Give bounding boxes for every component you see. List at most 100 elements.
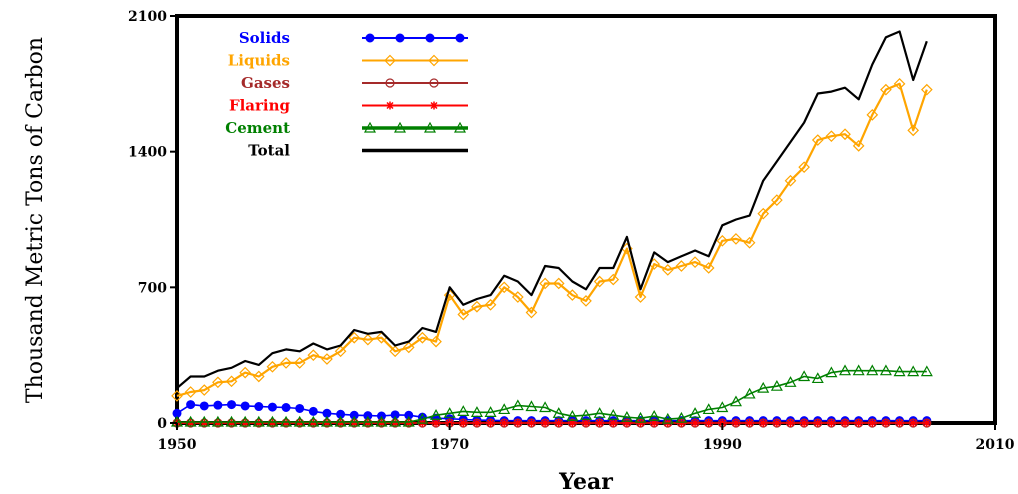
data-point-cement — [689, 407, 702, 418]
data-point-cement — [389, 415, 402, 427]
data-point-flaring — [527, 419, 536, 427]
data-point-liquids — [443, 289, 456, 301]
data-point-cement — [266, 415, 279, 427]
data-point-solids — [295, 403, 305, 413]
data-point-liquids — [416, 331, 429, 344]
data-point-flaring — [309, 419, 318, 427]
data-point-flaring — [895, 419, 904, 427]
data-point-flaring — [772, 419, 781, 427]
legend-marker — [455, 33, 465, 43]
data-point-liquids — [866, 108, 879, 121]
legend-marker — [428, 54, 440, 67]
legend-item-total: Total — [248, 142, 468, 160]
data-point-liquids — [607, 273, 620, 286]
data-point-cement — [361, 415, 374, 427]
data-point-liquids — [348, 331, 361, 344]
series-cement — [170, 364, 933, 427]
data-point-cement — [470, 406, 483, 417]
data-point-flaring — [295, 419, 304, 427]
data-point-flaring — [622, 419, 631, 427]
data-point-liquids — [716, 234, 729, 247]
data-point-cement — [293, 415, 306, 427]
data-point-flaring — [268, 419, 277, 427]
data-point-liquids — [280, 357, 292, 369]
data-point-liquids — [334, 345, 347, 358]
data-point-cement — [498, 403, 511, 415]
legend: Solids Liquids Gases Flaring Cement Total — [225, 29, 468, 160]
data-point-flaring — [322, 419, 331, 427]
legend-label: Solids — [239, 29, 290, 47]
data-point-liquids — [457, 308, 470, 321]
data-point-flaring — [813, 419, 822, 427]
data-point-cement — [280, 415, 293, 427]
data-point-cement — [430, 409, 443, 420]
legend-marker — [425, 33, 435, 43]
data-point-cement — [566, 409, 579, 421]
y-tick-label: 0 — [157, 416, 167, 432]
data-point-cement — [907, 365, 920, 377]
data-point-solids — [254, 402, 264, 412]
series-liquids — [171, 77, 933, 402]
data-point-cement — [893, 365, 906, 377]
data-point-cement — [416, 412, 429, 424]
data-point-liquids — [239, 366, 252, 379]
data-point-cement — [334, 415, 347, 427]
data-point-flaring — [582, 419, 590, 427]
data-point-liquids — [825, 130, 838, 143]
data-point-cement — [307, 415, 320, 427]
data-point-cement — [348, 415, 361, 427]
data-point-flaring — [391, 419, 400, 427]
series-total — [176, 30, 928, 389]
x-tick-label: 2010 — [976, 437, 1015, 453]
data-point-flaring — [841, 419, 850, 427]
data-point-cement — [402, 415, 415, 427]
data-point-flaring — [500, 419, 509, 427]
data-point-cement — [675, 411, 688, 423]
data-point-liquids — [321, 353, 333, 365]
data-point-flaring — [650, 419, 659, 427]
data-point-cement — [539, 401, 552, 413]
y-tick-label: 1400 — [128, 145, 167, 161]
data-point-flaring — [868, 419, 877, 427]
data-point-flaring — [636, 419, 645, 427]
data-point-cement — [443, 407, 456, 418]
data-point-cement — [579, 409, 593, 420]
data-point-cement — [184, 415, 197, 427]
data-point-flaring — [731, 419, 740, 427]
data-point-liquids — [362, 333, 374, 346]
data-point-cement — [798, 370, 811, 382]
data-point-flaring — [609, 419, 618, 427]
data-point-flaring — [459, 419, 468, 427]
data-point-flaring — [854, 419, 863, 427]
legend-item-cement: Cement — [225, 119, 468, 137]
data-point-flaring — [541, 419, 550, 427]
data-point-solids — [308, 406, 318, 416]
series-layer — [170, 30, 933, 428]
data-point-solids — [281, 402, 291, 412]
data-point-flaring — [377, 419, 386, 427]
data-point-flaring — [800, 419, 809, 427]
data-point-solids — [267, 402, 277, 412]
data-point-cement — [729, 395, 742, 407]
data-point-cement — [552, 407, 565, 418]
data-point-solids — [240, 401, 250, 411]
data-point-flaring — [745, 419, 754, 427]
data-point-cement — [252, 415, 265, 427]
legend-item-gases: Gases — [241, 74, 468, 92]
y-tick-label: 2100 — [128, 9, 167, 25]
data-point-cement — [879, 364, 892, 376]
legend-label: Gases — [241, 74, 290, 92]
data-point-cement — [648, 409, 661, 421]
y-tick-label: 700 — [138, 280, 167, 296]
data-point-cement — [620, 410, 633, 422]
data-point-liquids — [307, 349, 320, 362]
data-point-solids — [186, 400, 196, 410]
data-point-flaring — [363, 419, 372, 427]
data-point-flaring — [282, 419, 291, 427]
data-point-flaring — [254, 419, 263, 427]
data-point-solids — [213, 400, 223, 410]
data-point-flaring — [881, 419, 890, 427]
data-point-flaring — [213, 419, 222, 427]
data-point-liquids — [634, 291, 647, 303]
legend-marker — [395, 33, 405, 43]
